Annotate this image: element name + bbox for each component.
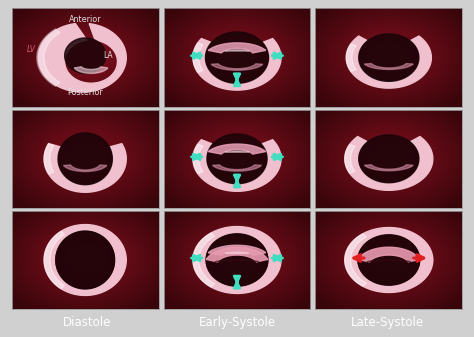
Polygon shape xyxy=(345,234,366,286)
Text: Anterior: Anterior xyxy=(69,15,101,24)
Polygon shape xyxy=(225,252,249,253)
Polygon shape xyxy=(193,38,281,90)
Polygon shape xyxy=(345,227,433,293)
Polygon shape xyxy=(58,133,112,185)
Text: Diastole: Diastole xyxy=(63,316,111,329)
Polygon shape xyxy=(346,36,431,88)
Polygon shape xyxy=(208,245,266,255)
Polygon shape xyxy=(64,165,107,172)
Polygon shape xyxy=(193,226,281,294)
Polygon shape xyxy=(345,145,355,173)
Polygon shape xyxy=(38,24,126,92)
Polygon shape xyxy=(225,151,249,152)
Polygon shape xyxy=(64,38,106,73)
Text: Late-Systole: Late-Systole xyxy=(351,316,424,329)
Polygon shape xyxy=(359,135,419,183)
Polygon shape xyxy=(193,140,281,191)
Polygon shape xyxy=(208,43,266,53)
Polygon shape xyxy=(365,165,413,171)
Polygon shape xyxy=(193,233,215,287)
Polygon shape xyxy=(345,136,433,190)
Polygon shape xyxy=(193,144,203,174)
Polygon shape xyxy=(358,247,419,262)
Polygon shape xyxy=(44,144,126,192)
Polygon shape xyxy=(193,43,203,72)
Text: Posterior: Posterior xyxy=(67,88,103,97)
Polygon shape xyxy=(56,231,115,289)
Polygon shape xyxy=(365,64,413,69)
Polygon shape xyxy=(206,247,268,262)
Polygon shape xyxy=(206,234,268,286)
Polygon shape xyxy=(359,34,419,81)
Polygon shape xyxy=(206,32,269,83)
Polygon shape xyxy=(358,235,419,285)
Polygon shape xyxy=(44,144,54,174)
Polygon shape xyxy=(211,64,263,70)
Polygon shape xyxy=(44,224,126,296)
Polygon shape xyxy=(346,44,356,71)
Text: LV: LV xyxy=(27,45,36,54)
Polygon shape xyxy=(37,29,60,86)
Polygon shape xyxy=(74,67,108,73)
Polygon shape xyxy=(44,231,64,289)
Text: LA: LA xyxy=(103,51,112,60)
Polygon shape xyxy=(212,165,262,171)
Polygon shape xyxy=(207,134,267,184)
Text: Early-Systole: Early-Systole xyxy=(199,316,275,329)
Polygon shape xyxy=(225,50,249,51)
Polygon shape xyxy=(208,144,266,154)
